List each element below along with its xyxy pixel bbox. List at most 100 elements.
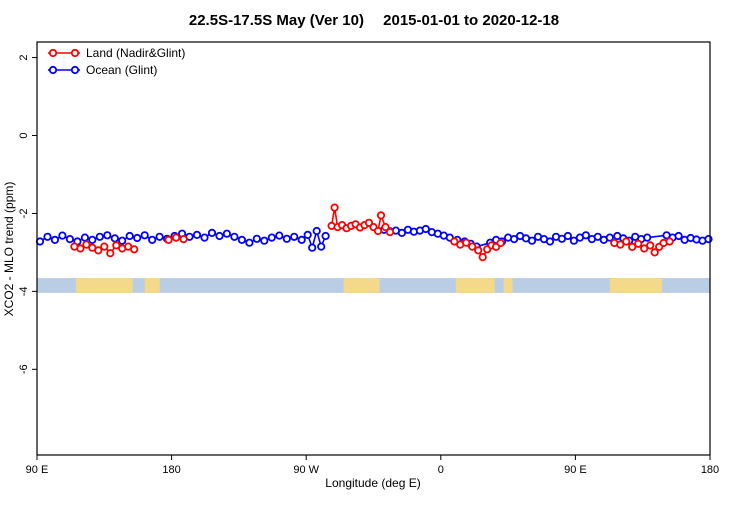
legend-point <box>48 65 58 75</box>
data-point <box>330 203 339 212</box>
data-point <box>260 236 269 245</box>
data-point <box>308 243 317 252</box>
data-point <box>80 233 90 242</box>
data-point <box>267 233 276 242</box>
data-point <box>103 231 112 240</box>
data-point <box>35 237 45 246</box>
data-point <box>58 231 67 240</box>
map-strip-land <box>503 278 513 293</box>
data-point <box>303 230 312 239</box>
data-point <box>397 228 406 237</box>
data-point <box>317 242 326 251</box>
data-point <box>282 234 291 243</box>
data-point <box>545 237 555 246</box>
map-strip-land <box>75 278 133 293</box>
legend-label-land: Land (Nadir&Glint) <box>86 46 185 60</box>
map-strip-land <box>144 278 160 293</box>
data-point <box>133 233 142 243</box>
data-point <box>112 241 121 250</box>
data-point <box>200 233 209 242</box>
x-tick-label: 90 W <box>293 464 319 476</box>
data-point <box>321 231 330 241</box>
data-point <box>643 233 652 242</box>
data-point <box>125 231 134 241</box>
data-point <box>563 231 573 241</box>
data-point <box>43 232 52 241</box>
data-point <box>94 246 103 255</box>
x-tick-label: 0 <box>438 464 444 476</box>
data-point <box>593 232 602 241</box>
data-point <box>148 235 157 244</box>
data-point <box>569 236 579 245</box>
data-point <box>118 236 127 245</box>
y-tick-label: -2 <box>18 209 30 219</box>
y-tick-label: -4 <box>18 286 30 296</box>
data-point <box>496 238 505 248</box>
data-point <box>207 228 217 237</box>
data-point <box>290 232 299 241</box>
data-point <box>468 242 477 251</box>
data-series <box>35 203 713 262</box>
data-point <box>106 249 115 258</box>
data-point <box>65 235 75 244</box>
data-point <box>527 236 537 245</box>
data-point <box>646 241 655 250</box>
data-point <box>297 235 306 244</box>
x-tick-label: 180 <box>162 464 180 476</box>
data-point <box>381 223 390 232</box>
data-point <box>164 235 173 244</box>
plot-frame <box>36 41 711 456</box>
legend-markers <box>48 48 80 75</box>
legend-point <box>70 48 80 58</box>
data-point <box>95 232 104 241</box>
y-tick-label: 0 <box>18 132 30 138</box>
data-point <box>76 244 85 253</box>
data-point <box>252 234 261 243</box>
data-point <box>130 245 139 254</box>
data-point <box>100 242 109 251</box>
data-point <box>312 226 321 236</box>
data-point <box>616 240 625 249</box>
data-point <box>82 240 91 249</box>
map-strip <box>37 278 710 293</box>
x-tick-label: 90 E <box>564 464 587 476</box>
legend-label-ocean: Ocean (Glint) <box>86 63 157 77</box>
data-point <box>172 233 181 242</box>
data-point <box>474 246 483 255</box>
data-point <box>581 231 591 240</box>
x-tick-label: 90 E <box>26 464 49 476</box>
data-point <box>275 231 284 240</box>
data-point <box>179 235 188 244</box>
chart-title: 22.5S-17.5S May (Ver 10) 2015-01-01 to 2… <box>189 12 559 29</box>
data-point <box>650 248 659 257</box>
data-point <box>478 253 487 262</box>
data-point <box>622 237 631 246</box>
data-point <box>373 226 383 236</box>
data-point <box>192 230 202 239</box>
x-tick-label: 180 <box>701 464 719 476</box>
legend-point <box>70 65 80 75</box>
data-point <box>462 238 471 247</box>
data-point <box>222 229 231 238</box>
data-point <box>230 232 239 241</box>
y-tick-label: 2 <box>18 55 30 61</box>
data-point <box>674 231 683 241</box>
map-strip-land <box>455 278 495 293</box>
data-point <box>605 233 614 242</box>
data-point <box>140 231 149 240</box>
data-point <box>628 242 637 251</box>
data-point <box>634 239 643 248</box>
data-point <box>237 235 246 244</box>
data-point <box>704 235 713 244</box>
y-axis-label: XCO2 - MLO trend (ppm) <box>2 182 16 317</box>
data-point <box>509 235 519 244</box>
data-point <box>421 224 430 234</box>
data-point <box>385 228 395 237</box>
data-point <box>215 231 224 241</box>
axes-ticks: 90 E 180 90 W 0 90 E 180 2 0 -2 -4 -6 <box>18 55 719 476</box>
data-point <box>376 211 386 220</box>
legend-point <box>48 48 58 58</box>
data-point <box>245 238 254 247</box>
